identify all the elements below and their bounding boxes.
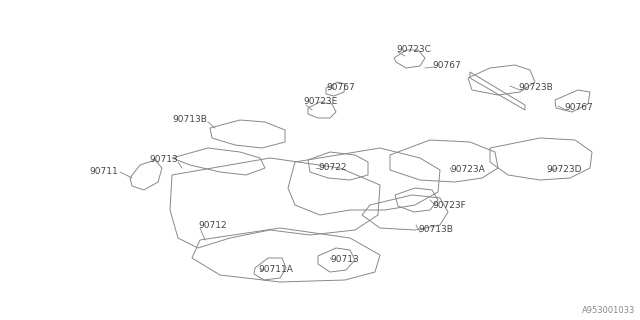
Text: A953001033: A953001033 [582, 306, 635, 315]
Text: 90713B: 90713B [418, 226, 453, 235]
Text: 90723B: 90723B [518, 84, 553, 92]
Text: 90712: 90712 [198, 220, 227, 229]
Text: 90723F: 90723F [432, 201, 466, 210]
Text: 90723E: 90723E [303, 98, 337, 107]
Text: 90722: 90722 [318, 164, 346, 172]
Text: 90767: 90767 [564, 103, 593, 113]
Text: 90713: 90713 [149, 156, 178, 164]
Text: 90711: 90711 [89, 167, 118, 177]
Text: 90711A: 90711A [258, 266, 293, 275]
Text: 90713: 90713 [330, 255, 359, 265]
Text: 90723D: 90723D [546, 165, 582, 174]
Text: 90767: 90767 [432, 60, 461, 69]
Text: 90723A: 90723A [450, 165, 484, 174]
Text: 90767: 90767 [326, 84, 355, 92]
Text: 90723C: 90723C [396, 45, 431, 54]
Text: 90713B: 90713B [172, 116, 207, 124]
